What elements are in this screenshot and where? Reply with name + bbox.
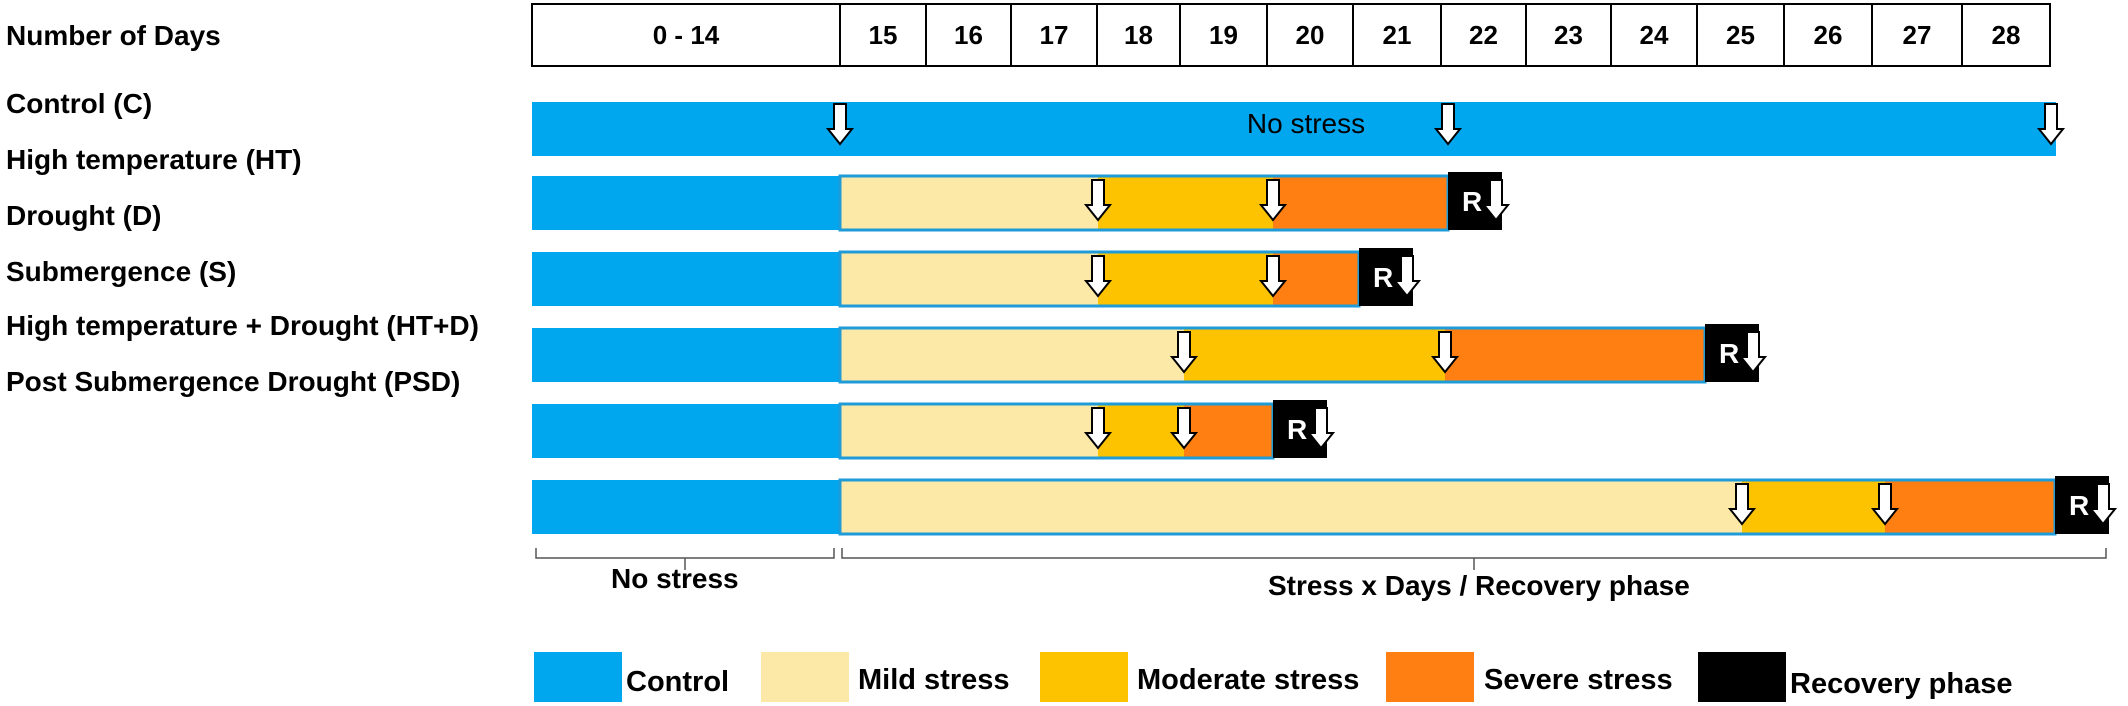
day-cell-label: 24 [1640,20,1669,50]
row-label-drought: Drought (D) [6,200,162,231]
drought-control-segment [532,252,840,306]
day-cell-label: 16 [954,20,983,50]
legend-swatch-recovery [1698,652,1786,702]
drought-mild-segment [840,252,1098,306]
down-arrow-icon [1727,483,1757,526]
submergence-moderate-segment [1184,328,1445,382]
day-table: 0 - 14 15 16 17 18 19 20 21 22 23 24 25 26 27 28 [531,3,2051,67]
psd-moderate-segment [1742,480,1885,534]
day-table-frame [531,3,2051,67]
psd-control-segment [532,480,840,534]
day-cell-label: 20 [1296,20,1325,50]
day-cell-label: 27 [1903,20,1932,50]
recovery-arrow-icon [1306,407,1336,450]
row-label-ht: High temperature (HT) [6,144,302,175]
day-cell-label: 21 [1383,20,1412,50]
recovery-label: R [1373,262,1393,293]
down-arrow-icon [1083,255,1113,298]
down-arrow-icon [1258,179,1288,222]
recovery-label: R [1462,186,1482,217]
day-cell-label: 15 [869,20,898,50]
day-cell-label: 25 [1726,20,1755,50]
down-arrow-icon [1169,407,1199,450]
htd-moderate-segment [1098,404,1184,458]
row-label-psd: Post Submergence Drought (PSD) [6,366,461,397]
ht-mild-segment [840,176,1098,230]
submergence-severe-segment [1445,328,1705,382]
legend-swatch-severe [1386,652,1474,702]
day-cell-label: 26 [1814,20,1843,50]
htd-control-segment [532,404,840,458]
htd-mild-segment [840,404,1098,458]
legend-label-recovery: Recovery phase [1790,668,2013,700]
ht-severe-segment [1273,176,1448,230]
header-title: Number of Days [6,20,221,51]
down-arrow-icon [1430,331,1460,374]
drought-moderate-segment [1098,252,1273,306]
legend-swatch-moderate [1040,652,1128,702]
down-arrow-icon [1258,255,1288,298]
recovery-arrow-icon [2088,483,2118,526]
recovery-label: R [2069,490,2089,521]
row-label-submergence: Submergence (S) [6,256,237,287]
ht-moderate-segment [1098,176,1273,230]
psd-severe-segment [1885,480,2055,534]
no-stress-bracket [535,548,835,559]
no-stress-phase-label: No stress [611,563,739,594]
down-arrow-icon [1083,407,1113,450]
submergence-control-segment [532,328,840,382]
legend-label-severe: Severe stress [1484,664,1673,696]
row-label-control: Control (C) [6,88,153,119]
stress-bracket [841,548,2107,559]
recovery-arrow-icon [1481,179,1511,222]
psd-mild-segment [840,480,1742,534]
legend-label-moderate: Moderate stress [1137,664,1360,696]
down-arrow-icon [2036,103,2066,146]
day-cell-label: 17 [1040,20,1069,50]
legend-swatch-mild [761,652,849,702]
drought-severe-segment [1273,252,1359,306]
day-cell-label: 28 [1992,20,2021,50]
day-cell-label: 0 - 14 [653,20,720,50]
recovery-label: R [1287,414,1307,445]
legend-swatch-control [534,652,622,702]
legend-label-control: Control [626,666,730,698]
day-cell-label: 22 [1469,20,1498,50]
legend-label-mild: Mild stress [858,664,1010,696]
ht-control-segment [532,176,840,230]
day-cell-label: 19 [1209,20,1238,50]
day-cell-label: 23 [1554,20,1583,50]
day-cell-label: 18 [1124,20,1153,50]
down-arrow-icon [1169,331,1199,374]
down-arrow-icon [1083,179,1113,222]
row-label-htd: High temperature + Drought (HT+D) [6,310,479,341]
control-bar-text: No stress [1247,108,1365,139]
recovery-label: R [1719,338,1739,369]
stress-phase-label: Stress x Days / Recovery phase [1268,570,1690,601]
submergence-mild-segment [840,328,1184,382]
down-arrow-icon [825,103,855,146]
down-arrow-icon [1870,483,1900,526]
down-arrow-icon [1433,103,1463,146]
recovery-arrow-icon [1392,255,1422,298]
recovery-arrow-icon [1738,331,1768,374]
control-bar [532,102,2056,156]
htd-severe-segment [1184,404,1273,458]
